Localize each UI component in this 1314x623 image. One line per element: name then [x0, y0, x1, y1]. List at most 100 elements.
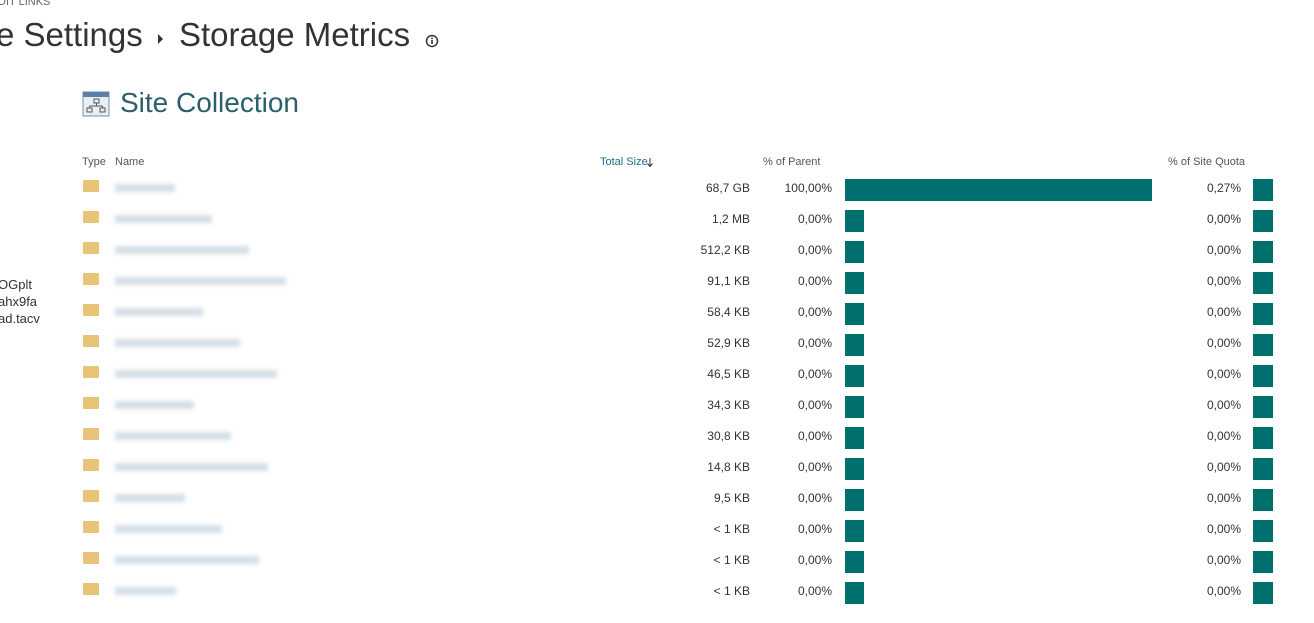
- size: 14,8 KB: [707, 460, 750, 474]
- percent-of-parent: 0,00%: [797, 336, 832, 350]
- header-name[interactable]: Name: [115, 156, 145, 168]
- size: 91,1 KB: [707, 274, 750, 288]
- info-icon[interactable]: [425, 34, 439, 48]
- quota-bar: [1253, 210, 1273, 232]
- percent-of-parent: 0,00%: [797, 553, 832, 567]
- edit-links[interactable]: DIT LINKS: [0, 0, 51, 8]
- breadcrumb-arrow: [158, 34, 163, 44]
- percent-of-site-quota: 0,00%: [1206, 212, 1241, 226]
- percent-of-site-quota: 0,00%: [1206, 336, 1241, 350]
- breadcrumb-parent[interactable]: e Settings: [0, 16, 143, 53]
- blurred-name[interactable]: [115, 401, 194, 409]
- folder-icon: [83, 304, 99, 316]
- percent-of-parent: 100,00%: [784, 181, 832, 195]
- percent-of-site-quota: 0,27%: [1206, 181, 1241, 195]
- percent-of-parent: 0,00%: [797, 398, 832, 412]
- blurred-name[interactable]: [115, 587, 176, 595]
- blurred-name[interactable]: [115, 184, 175, 192]
- percent-of-parent: 0,00%: [797, 212, 832, 226]
- folder-icon: [83, 490, 99, 502]
- quota-bar: [1253, 520, 1273, 542]
- percent-of-site-quota: 0,00%: [1206, 274, 1241, 288]
- sidebar: OGplt ahx9fa ad.tacv: [0, 276, 40, 327]
- percent-of-site-quota: 0,00%: [1206, 491, 1241, 505]
- site-collection-icon: [82, 91, 110, 117]
- folder-icon: [83, 397, 99, 409]
- folder-icon: [83, 428, 99, 440]
- percent-of-parent: 0,00%: [797, 243, 832, 257]
- parent-bar: [845, 520, 864, 542]
- percent-of-parent: 0,00%: [797, 274, 832, 288]
- sort-arrow: [647, 158, 653, 168]
- size: < 1 KB: [713, 584, 750, 598]
- parent-bar: [845, 582, 864, 604]
- folder-icon: [83, 459, 99, 471]
- quota-bar: [1253, 458, 1273, 480]
- parent-bar: [845, 241, 864, 263]
- percent-of-site-quota: 0,00%: [1206, 460, 1241, 474]
- quota-bar: [1253, 489, 1273, 511]
- blurred-name[interactable]: [115, 308, 203, 316]
- sidebar-item[interactable]: ahx9fa: [0, 294, 38, 309]
- folder-icon: [83, 552, 99, 564]
- sidebar-item[interactable]: ad.tacv: [0, 311, 40, 326]
- size: 34,3 KB: [707, 398, 750, 412]
- folder-icon: [83, 180, 99, 192]
- header-percent-of-site-quota[interactable]: % of Site Quota: [1168, 156, 1246, 168]
- size: 512,2 KB: [700, 243, 750, 257]
- header-type: Type: [82, 156, 106, 168]
- percent-of-site-quota: 0,00%: [1206, 553, 1241, 567]
- parent-bar: [845, 489, 864, 511]
- parent-bar: [845, 272, 864, 294]
- parent-bar: [845, 551, 864, 573]
- header-percent-of-parent[interactable]: % of Parent: [763, 156, 821, 168]
- quota-bar: [1253, 334, 1273, 356]
- folder-icon: [83, 273, 99, 285]
- blurred-name[interactable]: [115, 525, 222, 533]
- blurred-name[interactable]: [115, 463, 268, 471]
- size: 30,8 KB: [707, 429, 750, 443]
- parent-bar: [845, 179, 1152, 201]
- quota-bar: [1253, 241, 1273, 263]
- percent-of-site-quota: 0,00%: [1206, 367, 1241, 381]
- blurred-name[interactable]: [115, 339, 240, 347]
- quota-bar: [1253, 272, 1273, 294]
- blurred-name[interactable]: [115, 277, 286, 285]
- percent-of-parent: 0,00%: [797, 460, 832, 474]
- blurred-name[interactable]: [115, 494, 185, 502]
- percent-of-site-quota: 0,00%: [1206, 522, 1241, 536]
- parent-bar: [845, 427, 864, 449]
- blurred-name[interactable]: [115, 556, 259, 564]
- size: 68,7 GB: [705, 181, 750, 195]
- percent-of-parent: 0,00%: [797, 429, 832, 443]
- quota-bar: [1253, 396, 1273, 418]
- folder-icon: [83, 211, 99, 223]
- quota-bar: [1253, 179, 1273, 201]
- percent-of-site-quota: 0,00%: [1206, 243, 1241, 257]
- parent-bar: [845, 334, 864, 356]
- parent-bar: [845, 365, 864, 387]
- sidebar-item[interactable]: OGplt: [0, 277, 32, 292]
- percent-of-parent: 0,00%: [797, 522, 832, 536]
- blurred-name[interactable]: [115, 432, 231, 440]
- size: 9,5 KB: [713, 491, 750, 505]
- percent-of-site-quota: 0,00%: [1206, 398, 1241, 412]
- blurred-name[interactable]: [115, 246, 249, 254]
- percent-of-parent: 0,00%: [797, 584, 832, 598]
- parent-bar: [845, 458, 864, 480]
- percent-of-parent: 0,00%: [797, 491, 832, 505]
- folder-icon: [83, 335, 99, 347]
- blurred-name[interactable]: [115, 370, 277, 378]
- percent-of-site-quota: 0,00%: [1206, 429, 1241, 443]
- size: < 1 KB: [713, 553, 750, 567]
- percent-of-parent: 0,00%: [797, 305, 832, 319]
- size: 52,9 KB: [707, 336, 750, 350]
- header-total-size[interactable]: Total Size: [600, 156, 648, 168]
- percent-of-site-quota: 0,00%: [1206, 305, 1241, 319]
- quota-bar: [1253, 303, 1273, 325]
- parent-bar: [845, 396, 864, 418]
- quota-bar: [1253, 551, 1273, 573]
- size: 46,5 KB: [707, 367, 750, 381]
- quota-bar: [1253, 582, 1273, 604]
- blurred-name[interactable]: [115, 215, 212, 223]
